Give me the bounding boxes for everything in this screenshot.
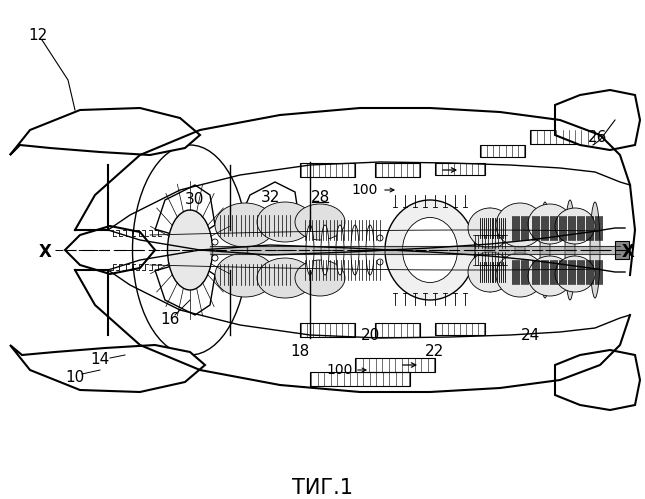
Text: 100: 100: [352, 183, 378, 197]
Ellipse shape: [590, 202, 600, 298]
Text: 14: 14: [90, 352, 110, 367]
Bar: [355, 358, 435, 372]
Text: 16: 16: [161, 312, 180, 327]
Ellipse shape: [257, 258, 313, 298]
Ellipse shape: [496, 203, 544, 247]
Polygon shape: [10, 345, 205, 392]
Polygon shape: [155, 265, 215, 315]
Text: 18: 18: [290, 344, 310, 359]
Bar: [480, 145, 525, 157]
Polygon shape: [155, 185, 215, 235]
Text: 20: 20: [361, 327, 380, 342]
Ellipse shape: [555, 208, 595, 244]
Bar: [435, 163, 485, 175]
Circle shape: [212, 239, 218, 245]
Text: 100: 100: [327, 363, 353, 377]
Ellipse shape: [528, 256, 572, 296]
Bar: [530, 130, 595, 144]
Ellipse shape: [321, 225, 329, 275]
Ellipse shape: [295, 204, 345, 240]
Polygon shape: [555, 90, 640, 150]
Ellipse shape: [306, 225, 314, 275]
Bar: [300, 323, 355, 337]
Ellipse shape: [555, 256, 595, 292]
Polygon shape: [10, 108, 200, 155]
Bar: [615, 241, 629, 259]
Ellipse shape: [366, 225, 374, 275]
Ellipse shape: [257, 202, 313, 242]
Text: 12: 12: [28, 27, 48, 42]
Bar: [375, 323, 420, 337]
Bar: [310, 372, 410, 386]
Text: 26: 26: [588, 131, 608, 146]
Ellipse shape: [485, 208, 495, 292]
Text: 10: 10: [65, 370, 84, 386]
Text: X: X: [39, 243, 52, 261]
Text: 30: 30: [185, 193, 204, 208]
Polygon shape: [235, 182, 300, 235]
Circle shape: [377, 235, 383, 241]
Ellipse shape: [215, 253, 275, 297]
Text: ΤИГ.1: ΤИГ.1: [292, 478, 353, 498]
Ellipse shape: [351, 225, 359, 275]
Ellipse shape: [515, 205, 525, 295]
Ellipse shape: [215, 203, 275, 247]
Ellipse shape: [295, 260, 345, 296]
Ellipse shape: [468, 252, 512, 292]
Polygon shape: [555, 350, 640, 410]
Ellipse shape: [336, 225, 344, 275]
Text: X: X: [622, 243, 635, 261]
Text: 22: 22: [425, 344, 444, 359]
Circle shape: [212, 255, 218, 261]
Ellipse shape: [402, 218, 457, 282]
Text: 32: 32: [261, 191, 280, 206]
Ellipse shape: [168, 210, 212, 290]
Ellipse shape: [385, 200, 475, 300]
Bar: [300, 163, 355, 177]
Bar: [435, 323, 485, 335]
Circle shape: [377, 259, 383, 265]
Bar: [375, 163, 420, 177]
Ellipse shape: [468, 208, 512, 248]
Text: 28: 28: [310, 191, 330, 206]
Ellipse shape: [540, 202, 550, 298]
Ellipse shape: [565, 200, 575, 300]
Text: 24: 24: [521, 327, 540, 342]
Polygon shape: [65, 226, 155, 274]
Ellipse shape: [496, 253, 544, 297]
Ellipse shape: [528, 204, 572, 244]
